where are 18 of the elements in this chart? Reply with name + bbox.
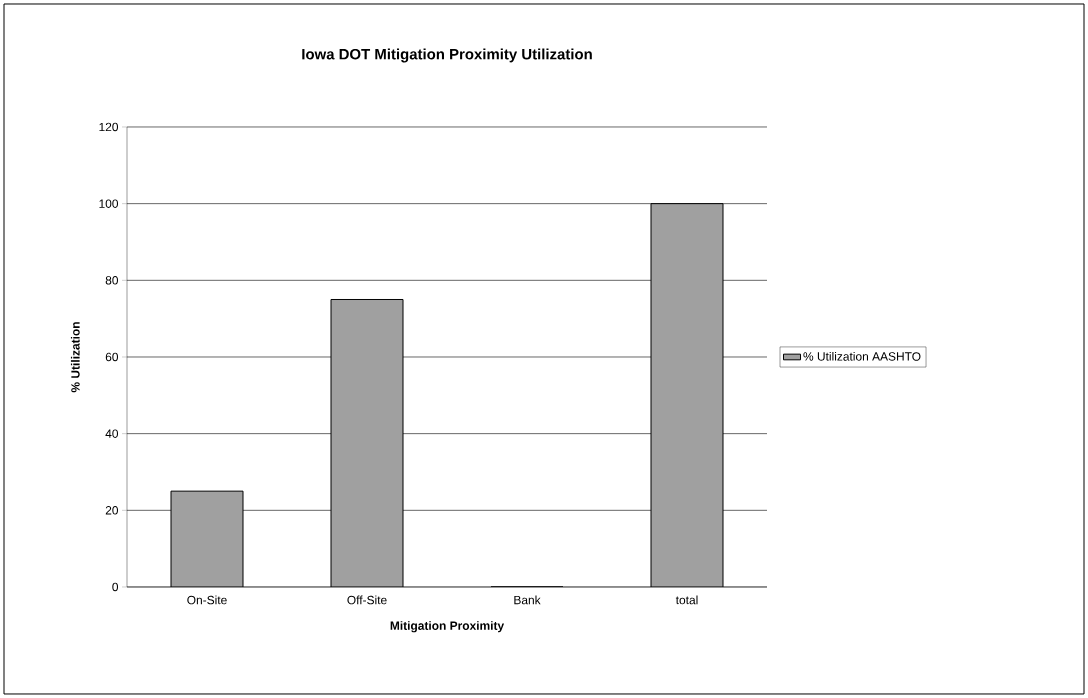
y-tick-label: 120	[99, 122, 119, 132]
x-tick-label: total	[675, 595, 698, 605]
y-axis-title: % Utilization	[70, 322, 80, 393]
x-axis-title: Mitigation Proximity	[390, 621, 505, 633]
y-tick-label: 60	[105, 352, 119, 362]
x-tick-label: On-Site	[187, 595, 227, 605]
y-tick-label: 40	[105, 429, 119, 438]
y-tick-label: 100	[99, 199, 119, 208]
legend-label: % Utilization AASHTO	[803, 351, 921, 361]
x-tick-label: Off-Site	[347, 595, 387, 605]
y-tick-label: 20	[105, 506, 119, 515]
bar	[330, 298, 404, 587]
y-tick-label: 0	[112, 582, 119, 592]
bar	[650, 203, 724, 587]
y-tick-label: 80	[105, 276, 119, 285]
bar	[170, 490, 244, 587]
x-tick-label: Bank	[514, 595, 541, 605]
chart-title: Iowa DOT Mitigation Proximity Utilization	[302, 48, 592, 63]
